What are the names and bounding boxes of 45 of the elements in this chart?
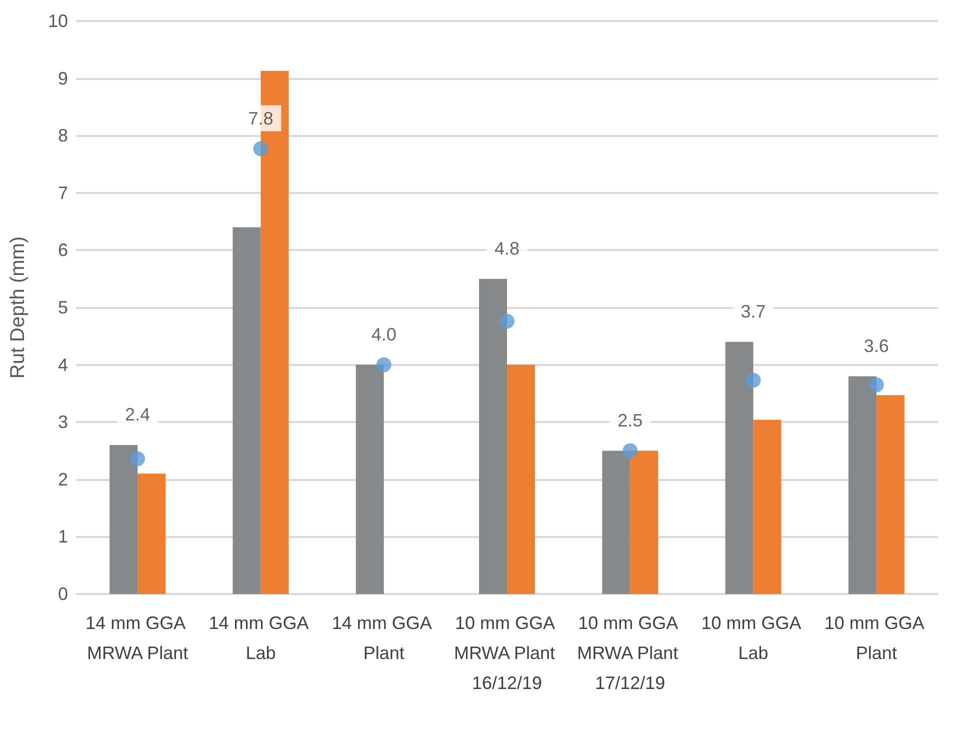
bar (232, 227, 261, 594)
x-tick-label: 14 mm GGA Plant (332, 613, 436, 663)
y-tick-label: 9 (58, 68, 68, 88)
bar (876, 395, 904, 594)
point (500, 314, 514, 329)
x-tick-label: 10 mm GGA MRWA Plant 16/12/19 (454, 613, 560, 693)
point (253, 141, 268, 156)
bar (725, 342, 754, 594)
y-tick-label: 8 (58, 126, 68, 146)
data-label: 4.8 (494, 238, 520, 258)
y-tick-label: 1 (58, 526, 68, 547)
point (746, 372, 761, 388)
bar (602, 450, 630, 594)
bar (479, 278, 507, 594)
data-label: 2.4 (125, 404, 150, 425)
y-tick-label: 3 (58, 412, 68, 432)
x-tick-label: 14 mm GGA MRWA Plant (86, 613, 190, 663)
data-label: 7.8 (248, 108, 274, 128)
data-label: 3.7 (740, 301, 766, 322)
data-label: 2.5 (618, 410, 643, 430)
y-tick-label: 4 (58, 354, 68, 375)
y-axis-title: Rut Depth (mm) (7, 236, 29, 379)
data-label: 4.0 (371, 324, 396, 344)
bar (848, 376, 876, 594)
point (868, 377, 884, 392)
point (130, 451, 146, 466)
y-tick-label: 10 (48, 11, 68, 31)
x-tick-label: 14 mm GGA Lab (208, 613, 313, 663)
x-tick-label: 10 mm GGA Plant (824, 613, 928, 663)
x-tick-label: 10 mm GGA Lab (701, 613, 806, 663)
point (622, 443, 638, 458)
bar (630, 450, 658, 594)
y-tick-label: 2 (58, 469, 68, 490)
point (376, 357, 392, 372)
bar (507, 364, 535, 594)
x-tick-label: 10 mm GGA MRWA Plant 17/12/19 (577, 613, 684, 693)
bar (356, 364, 384, 594)
bar (110, 445, 138, 594)
y-tick-label: 0 (58, 584, 68, 604)
bar (753, 420, 782, 594)
data-label: 3.6 (864, 336, 889, 356)
bar (138, 474, 166, 594)
y-tick-label: 6 (58, 240, 68, 260)
y-tick-label: 5 (58, 298, 68, 318)
y-tick-label: 7 (58, 182, 68, 203)
